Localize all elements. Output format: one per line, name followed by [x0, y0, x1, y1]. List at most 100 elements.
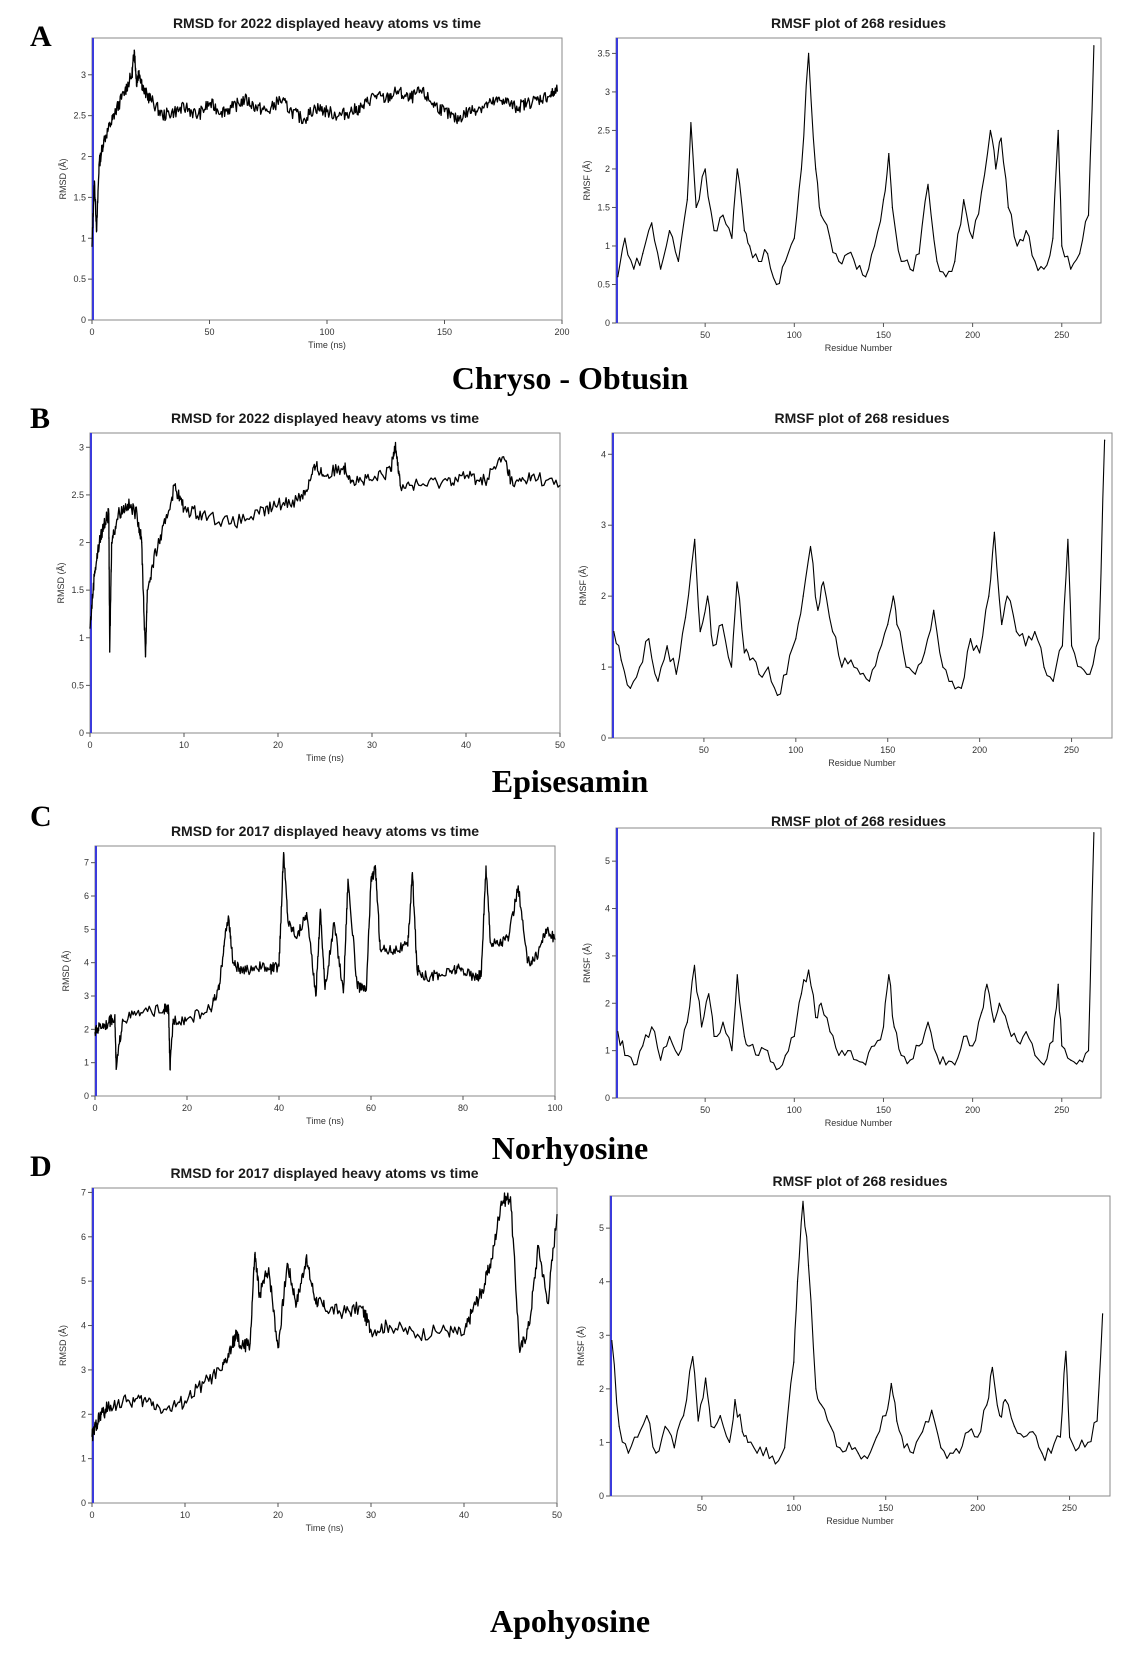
data-point — [1057, 129, 1059, 132]
data-point — [352, 480, 354, 482]
data-point — [807, 969, 810, 971]
data-point — [712, 645, 714, 647]
data-point — [324, 475, 326, 477]
data-point — [809, 545, 812, 548]
data-point — [439, 975, 441, 977]
data-point — [485, 865, 487, 867]
data-point — [453, 968, 455, 970]
y-tick-label: 3.5 — [597, 48, 610, 58]
y-tick-label: 1 — [81, 233, 86, 243]
chart-title: RMSF plot of 268 residues — [771, 15, 946, 31]
x-tick-label: 50 — [700, 1105, 710, 1115]
data-point — [349, 110, 352, 113]
x-tick-label: 40 — [274, 1103, 284, 1113]
chart-d-rmsf: RMSF plot of 268 residues 0 1 2 3 4 5 50 100 150 2… — [576, 1173, 1111, 1526]
data-point — [1087, 1050, 1090, 1052]
data-point — [847, 253, 849, 255]
data-point — [719, 1415, 721, 1417]
x-axis-label: Time (ns) — [308, 340, 346, 350]
data-point — [673, 1447, 675, 1449]
data-point — [633, 1064, 635, 1066]
data-point — [857, 1452, 859, 1454]
y-tick-label: 1 — [81, 1454, 86, 1464]
data-point — [241, 972, 243, 974]
data-point — [140, 1012, 142, 1014]
data-point — [1004, 1398, 1006, 1401]
y-tick-label: 5 — [599, 1223, 604, 1233]
data-point — [979, 652, 981, 654]
x-axis-label: Time (ns) — [306, 1523, 344, 1533]
x-tick-label: 50 — [700, 330, 710, 340]
data-point — [627, 1452, 629, 1454]
data-point — [306, 912, 308, 914]
data-point — [536, 955, 538, 957]
data-point — [1079, 253, 1081, 255]
data-point — [305, 489, 307, 491]
data-point — [319, 908, 321, 910]
data-point — [315, 995, 317, 997]
y-tick-label: 2.5 — [597, 125, 610, 135]
x-tick-label: 200 — [965, 330, 980, 340]
data-point — [479, 106, 481, 109]
data-point — [186, 1018, 188, 1020]
data-point — [1052, 237, 1054, 239]
x-tick-label: 200 — [970, 1503, 985, 1513]
chart-c-rmsd: RMSD for 2017 displayed heavy atoms vs t… — [61, 823, 563, 1126]
chart-a-rmsd: RMSD for 2022 displayed heavy atoms vs t… — [58, 15, 570, 350]
data-point — [164, 522, 166, 525]
data-point — [893, 1026, 895, 1028]
data-point — [1000, 137, 1002, 139]
data-point — [141, 541, 143, 544]
x-tick-label: 100 — [787, 1105, 802, 1115]
data-point — [462, 968, 464, 970]
data-point — [203, 1382, 205, 1384]
x-tick-label: 0 — [87, 740, 92, 750]
data-point — [455, 119, 457, 121]
chart-title: RMSD for 2022 displayed heavy atoms vs t… — [173, 15, 481, 31]
y-tick-label: 0.5 — [597, 279, 610, 289]
data-point — [342, 1311, 344, 1313]
data-point — [885, 1415, 887, 1417]
x-tick-label: 100 — [319, 327, 334, 337]
data-point — [980, 191, 983, 193]
data-point — [838, 260, 840, 262]
y-tick-label: 6 — [81, 1232, 86, 1242]
data-point — [1025, 1031, 1027, 1033]
x-tick-label: 50 — [697, 1503, 707, 1513]
data-point — [230, 522, 232, 525]
y-tick-label: 0 — [81, 1498, 86, 1508]
y-axis-label: RMSF (Å) — [576, 1326, 586, 1366]
data-point — [802, 1200, 804, 1202]
data-point — [741, 1431, 743, 1433]
data-point — [918, 253, 920, 255]
data-point — [856, 268, 858, 270]
y-tick-label: 0.5 — [73, 274, 86, 284]
data-point — [796, 1281, 799, 1283]
series-line — [94, 852, 556, 1071]
data-point — [1061, 645, 1063, 647]
data-point — [829, 1425, 832, 1427]
y-axis-label: RMSF (Å) — [582, 161, 592, 201]
data-point — [324, 988, 326, 990]
x-tick-label: 40 — [459, 1510, 469, 1520]
x-tick-label: 200 — [972, 745, 987, 755]
data-point — [249, 1342, 251, 1344]
data-point — [700, 1026, 703, 1028]
data-point — [648, 638, 650, 640]
data-point — [136, 82, 138, 84]
chart-d-rmsd: RMSD for 2017 displayed heavy atoms vs t… — [58, 1165, 562, 1533]
data-point — [1001, 623, 1003, 626]
data-point — [793, 1361, 795, 1363]
data-point — [617, 276, 619, 278]
data-point — [98, 164, 100, 166]
data-point — [758, 673, 760, 675]
data-point — [240, 1347, 242, 1349]
data-point — [122, 1018, 124, 1020]
data-point — [389, 1324, 391, 1327]
data-point — [526, 102, 528, 104]
data-point — [326, 110, 328, 113]
data-point — [921, 1431, 924, 1433]
data-point — [218, 988, 220, 990]
data-point — [896, 623, 898, 626]
panel-letter-a: A — [30, 20, 52, 53]
